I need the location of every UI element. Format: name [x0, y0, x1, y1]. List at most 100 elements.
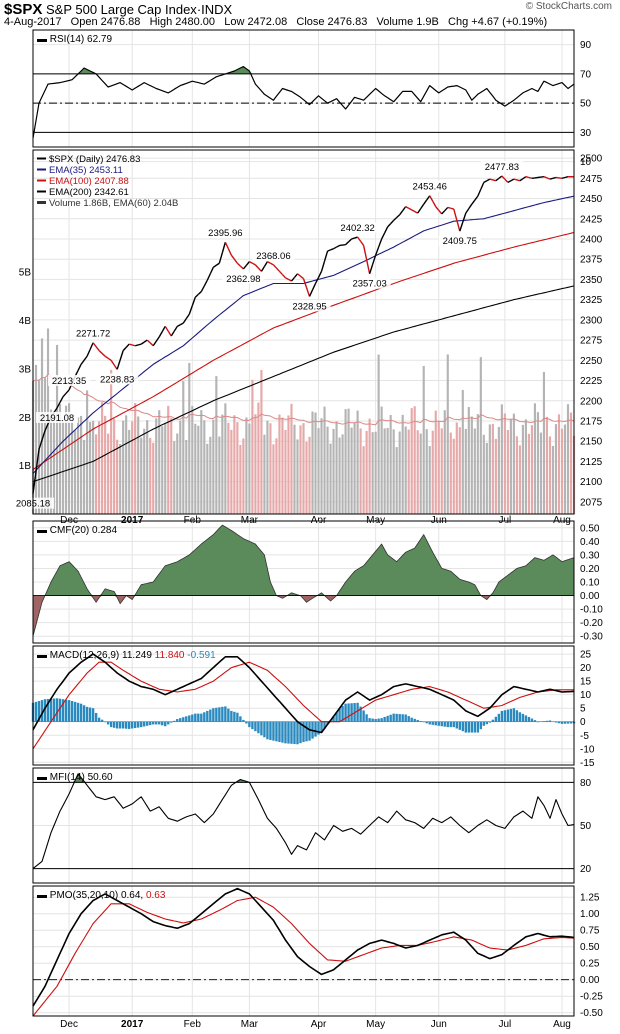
volume-bar — [503, 413, 506, 514]
macd-histogram-bar — [61, 699, 65, 722]
pmo-label-value: 0.64, — [121, 890, 143, 901]
macd-histogram-bar — [467, 721, 471, 733]
pmo-x-label: Apr — [311, 1019, 327, 1030]
ema35-line — [32, 195, 575, 474]
macd-histogram-bar — [413, 718, 416, 722]
price-segment — [188, 305, 193, 315]
volume-bar — [428, 446, 431, 514]
volume-bar — [380, 406, 383, 514]
price-tick-label: 2225 — [580, 376, 603, 387]
price-tick-label: 2125 — [580, 457, 603, 468]
cmf-label-marker: ▬ — [37, 525, 50, 536]
macd-histogram-bar — [425, 721, 428, 724]
volume-tick-label: 2B — [19, 413, 32, 424]
volume-bar — [64, 405, 68, 514]
volume-bar — [353, 422, 356, 514]
cmf-negative-fill — [33, 595, 574, 637]
volume-bar — [146, 420, 149, 514]
volume-bar — [254, 414, 257, 514]
price-segment — [365, 259, 371, 274]
volume-bar — [260, 370, 263, 514]
price-segment — [426, 195, 431, 201]
price-segment — [408, 207, 413, 211]
price-segment — [53, 407, 58, 413]
volume-bar — [497, 426, 500, 514]
macd-histogram-bar — [437, 721, 440, 726]
macd-histogram-bar — [149, 721, 152, 726]
price-segment — [320, 261, 326, 272]
macd-histogram-bar — [79, 703, 83, 722]
price-annotation-bg — [288, 300, 331, 312]
price-segment — [543, 176, 548, 179]
price-segment — [423, 199, 428, 205]
price-segment — [314, 277, 320, 284]
price-tick-label: 2175 — [580, 416, 603, 427]
price-segment — [546, 177, 551, 180]
macd-histogram-bar — [323, 721, 326, 729]
price-segment — [300, 275, 304, 280]
volume-bar — [446, 354, 449, 514]
exchange: INDX — [201, 2, 233, 17]
macd-histogram-bar — [281, 721, 284, 743]
price-annotation-bg — [96, 373, 139, 385]
macd-histogram-bar — [127, 721, 131, 729]
macd-tick-label: 20 — [580, 663, 592, 674]
price-segment — [95, 346, 100, 352]
volume-bar — [233, 415, 236, 514]
macd-histogram-bar — [410, 717, 413, 722]
pmo-tick-label: 1.00 — [580, 909, 600, 920]
volume-bar — [122, 420, 125, 514]
macd-histogram-bar — [275, 721, 278, 742]
price-segment — [435, 206, 440, 211]
volume-bar — [329, 443, 332, 514]
volume-bar — [500, 404, 503, 514]
volume-bar — [149, 437, 152, 514]
price-segment — [333, 246, 337, 250]
volume-bar — [74, 430, 77, 514]
macd-histogram-bar — [527, 716, 531, 722]
volume-bar — [398, 431, 401, 514]
price-segment — [438, 209, 443, 215]
macd-tick-label: 5 — [580, 704, 586, 715]
price-segment — [483, 180, 488, 183]
macd-histogram-bar — [34, 701, 38, 722]
price-segment — [38, 439, 43, 450]
price-frame — [32, 149, 575, 515]
macd-histogram-bar — [197, 713, 200, 722]
mfi-label-value: 50.60 — [88, 772, 113, 783]
volume-bar — [482, 434, 485, 514]
volume-bar — [173, 441, 176, 514]
price-annotation-bg — [72, 327, 115, 339]
macd-histogram-bar — [194, 713, 197, 722]
macd-histogram-bar — [485, 721, 489, 725]
macd-histogram-bar — [64, 699, 68, 722]
mfi-tick-label: 50 — [580, 821, 592, 832]
volume-bar — [299, 425, 302, 514]
volume-bar — [275, 438, 278, 514]
price-segment — [125, 343, 130, 348]
macd-histogram-bar — [118, 721, 122, 729]
pmo-tick-label: 0.75 — [580, 926, 600, 937]
volume-bar — [548, 436, 552, 514]
volume-bar — [518, 445, 521, 514]
pmo-x-label: Mar — [241, 1019, 259, 1030]
macd-histogram-bar — [332, 716, 335, 722]
macd-histogram-bar — [569, 721, 573, 724]
price-annotation-bg — [348, 277, 391, 289]
macd-histogram-bar — [560, 721, 564, 724]
price-tick-label: 2200 — [580, 396, 603, 407]
macd-histogram-bar — [305, 721, 308, 742]
volume-bar — [170, 418, 173, 514]
macd-histogram-bar — [455, 721, 458, 729]
macd-histogram-bar — [284, 721, 287, 744]
price-segment — [371, 254, 377, 265]
pmo-tick-label: 1.25 — [580, 893, 600, 904]
volume-bar — [209, 436, 212, 514]
macd-histogram-bar — [452, 721, 455, 728]
macd-histogram-bar — [140, 721, 143, 728]
volume-bar — [524, 419, 527, 514]
volume-bar — [491, 423, 494, 514]
macd-histogram-bar — [88, 707, 92, 722]
index-name: S&P 500 Large Cap Index — [45, 2, 197, 17]
rsi-tick-label: 50 — [580, 99, 592, 110]
